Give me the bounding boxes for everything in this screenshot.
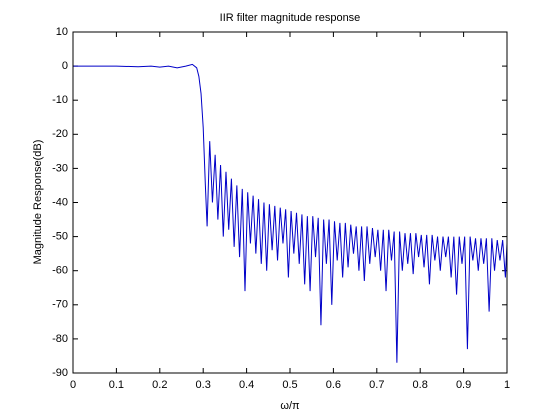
y-tick-label: -30 xyxy=(52,162,68,174)
x-tick-label: 0.6 xyxy=(326,379,341,391)
x-tick-label: 0.8 xyxy=(413,379,428,391)
y-tick-label: -70 xyxy=(52,299,68,311)
plot-frame xyxy=(72,31,508,374)
x-tick-label: 0 xyxy=(70,379,76,391)
x-tick-label: 1 xyxy=(504,379,510,391)
x-tick-label: 0.7 xyxy=(369,379,384,391)
y-tick-label: -20 xyxy=(52,128,68,140)
x-tick-label: 0.3 xyxy=(196,379,211,391)
y-tick-label: -90 xyxy=(52,367,68,379)
x-tick-label: 0.4 xyxy=(239,379,254,391)
x-axis-label: ω/π xyxy=(280,400,300,412)
y-tick-label: -40 xyxy=(52,196,68,208)
y-tick-label: -50 xyxy=(52,231,68,243)
y-tick-label: -80 xyxy=(52,333,68,345)
x-tick-label: 0.5 xyxy=(282,379,297,391)
chart-title: IIR filter magnitude response xyxy=(220,12,361,24)
x-tick-label: 0.2 xyxy=(152,379,167,391)
y-tick-label: 0 xyxy=(62,60,68,72)
y-axis-label: Magnitude Response(dB) xyxy=(32,140,44,265)
y-tick-label: -10 xyxy=(52,94,68,106)
y-tick-label: -60 xyxy=(52,265,68,277)
x-tick-label: 0.9 xyxy=(456,379,471,391)
response-line xyxy=(73,63,508,363)
x-tick-label: 0.1 xyxy=(109,379,124,391)
y-tick-label: 10 xyxy=(56,26,68,38)
